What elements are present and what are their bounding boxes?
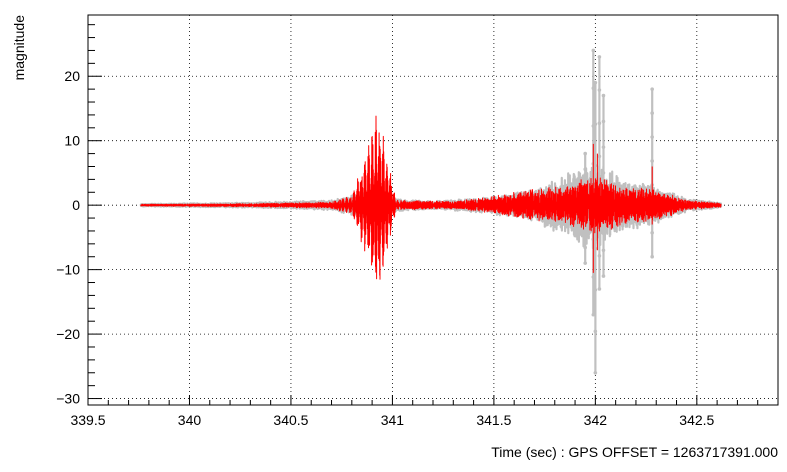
series-red xyxy=(140,115,722,280)
y-tick-label: −30 xyxy=(56,391,80,407)
series-gray-point xyxy=(593,80,598,85)
series-gray-point xyxy=(597,254,602,258)
series-gray-point xyxy=(583,151,588,156)
axis-ticks xyxy=(87,24,779,405)
y-tick-label: 20 xyxy=(64,68,80,84)
x-axis-title: Time (sec) : GPS OFFSET = 1263717391.000 xyxy=(491,444,778,460)
series-gray-point xyxy=(601,93,606,98)
series-gray-point xyxy=(593,370,598,375)
series-gray-point xyxy=(591,86,596,91)
x-tick-label: 342.5 xyxy=(679,412,714,428)
series-gray-point xyxy=(597,154,602,159)
series-gray-point xyxy=(583,230,588,234)
series-gray-point xyxy=(601,222,606,227)
series-gray-point xyxy=(583,167,588,172)
x-tick-label: 340 xyxy=(178,412,202,428)
series-gray-point xyxy=(597,88,602,92)
series-gray-point xyxy=(650,87,654,91)
y-tick-label: −10 xyxy=(56,262,80,278)
series-gray-point xyxy=(593,163,598,168)
series-gray-point xyxy=(601,145,606,149)
series-gray-point xyxy=(650,230,654,235)
series-gray-point xyxy=(593,329,598,334)
series-gray-point xyxy=(601,274,606,278)
series-gray-point xyxy=(591,275,596,279)
series-gray-point xyxy=(650,254,654,259)
series-gray-point xyxy=(593,288,598,292)
series-gray-point xyxy=(597,55,602,59)
x-tick-label: 342 xyxy=(584,412,608,428)
y-tick-label: 10 xyxy=(64,133,80,149)
y-tick-label: 0 xyxy=(72,197,80,213)
series-gray-point xyxy=(583,245,588,250)
series-gray-point xyxy=(650,159,654,163)
series-gray-point xyxy=(601,171,606,175)
x-tick-label: 339.5 xyxy=(70,412,105,428)
series-red-line xyxy=(140,115,722,280)
plot-area xyxy=(139,48,723,375)
series-gray-point xyxy=(593,122,598,126)
series-gray-point xyxy=(650,111,654,115)
series-gray-point xyxy=(591,48,596,53)
x-tick-label: 341.5 xyxy=(476,412,511,428)
series-gray-point xyxy=(593,246,598,251)
x-tick-label: 341 xyxy=(381,412,405,428)
series-gray-point xyxy=(601,248,606,253)
tick-labels: 339.5 340 340.5 341 341.5 342 342.5 −30 −20 −10 0 1… xyxy=(56,68,714,428)
y-tick-label: −20 xyxy=(56,326,80,342)
y-axis-title: magnitude xyxy=(11,15,27,81)
x-tick-label: 340.5 xyxy=(273,412,308,428)
series-gray-point xyxy=(597,121,602,126)
series-gray-point xyxy=(601,119,606,124)
series-gray-point xyxy=(591,312,596,317)
series-gray-point xyxy=(583,261,588,265)
series-gray-point xyxy=(597,287,602,291)
series-gray-point xyxy=(650,135,654,139)
